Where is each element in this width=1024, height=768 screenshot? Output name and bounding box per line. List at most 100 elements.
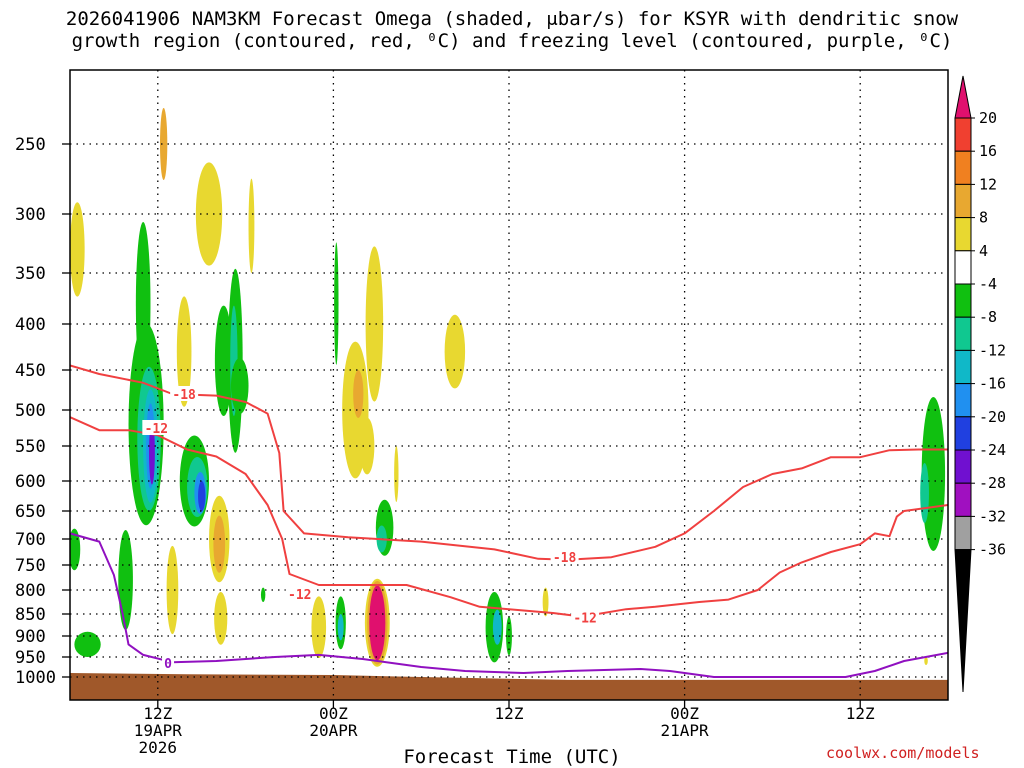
omega-region-16 [198, 481, 206, 511]
omega-region-0 [70, 202, 85, 297]
colorbar: 20 16 12 8 4 -4 -8 -12 -16 -20 -24 -28 -32 -36 [954, 75, 1006, 693]
contour-lines [70, 364, 948, 678]
omega-region-42 [444, 314, 466, 389]
chart-title-line-2: growth region (contoured, red, ⁰C) and f… [71, 30, 953, 52]
omega-region-5 [248, 178, 255, 273]
contour-label-4: -12 [573, 612, 596, 627]
colorbar-label-7: -12 [979, 341, 1006, 359]
contour-label-bg-5 [162, 655, 175, 670]
credit-text: coolwx.com/models [826, 744, 980, 762]
colorbar-label-11: -28 [979, 474, 1006, 492]
omega-region-48 [920, 463, 929, 523]
x-tick-label-12-3: 2026 [139, 738, 178, 757]
y-tick-label-950: 950 [15, 648, 46, 668]
omega-region-2 [159, 108, 168, 180]
x-tick-label-12-2: 19APR [134, 721, 183, 740]
colorbar-bin-12 [954, 482, 972, 517]
omega-region-24 [118, 530, 133, 630]
colorbar-label-3: 8 [979, 209, 988, 227]
contour-label-bg-3 [285, 585, 314, 601]
omega-region-33 [353, 370, 364, 418]
omega-region-22 [166, 545, 179, 635]
colorbar-label-5: -4 [979, 275, 997, 293]
omega-region-46 [542, 587, 549, 617]
contour-label-3: -12 [288, 588, 311, 603]
colorbar-label-13: -36 [979, 541, 1006, 559]
colorbar-label-10: -24 [979, 441, 1006, 459]
colorbar-bin-14 [954, 549, 972, 693]
y-tick-label-400: 400 [15, 315, 46, 335]
omega-region-12 [149, 421, 155, 485]
contour-label-0: -18 [172, 388, 196, 403]
omega-region-49 [924, 657, 928, 665]
contour-minus12 [70, 416, 948, 618]
omega-region-29 [334, 242, 339, 365]
plot-frame [69, 69, 949, 701]
colorbar-label-6: -8 [979, 308, 997, 326]
contour-label-bg-4 [571, 609, 600, 625]
omega-region-36 [337, 614, 344, 641]
omega-region-3 [195, 162, 223, 266]
colorbar-bin-3 [954, 183, 972, 219]
contour-labels: -18 -12 -18 -12 -12 0 [142, 386, 600, 672]
colorbar-bin-6 [954, 283, 972, 318]
colorbar-label-1: 16 [979, 142, 997, 160]
contour-freezing-level [70, 532, 948, 678]
y-axis: 2503003504004505005506006507007508008509… [15, 135, 70, 688]
colorbar-label-8: -16 [979, 375, 1006, 393]
colorbar-label-0: 20 [979, 109, 997, 127]
y-tick-label-850: 850 [15, 605, 46, 625]
colorbar-label-4: 4 [979, 242, 988, 260]
x-tick-label-36-1: 12Z [495, 704, 524, 723]
omega-region-6 [214, 305, 233, 416]
y-tick-label-900: 900 [15, 627, 46, 647]
colorbar-bin-5 [954, 250, 972, 285]
omega-region-19 [230, 358, 249, 414]
y-tick-label-450: 450 [15, 361, 46, 381]
x-tick-label-12-1: 12Z [143, 704, 172, 723]
colorbar-bin-10 [954, 416, 972, 451]
y-tick-label-650: 650 [15, 502, 46, 522]
x-axis-title: Forecast Time (UTC) [403, 746, 621, 768]
omega-region-23 [214, 592, 228, 645]
colorbar-label-2: 12 [979, 175, 997, 193]
colorbar-bin-2 [954, 150, 972, 185]
y-tick-label-500: 500 [15, 401, 46, 421]
colorbar-label-9: -20 [979, 408, 1006, 426]
x-tick-label-48-2: 21APR [661, 721, 710, 740]
y-tick-label-300: 300 [15, 205, 46, 225]
y-tick-label-700: 700 [15, 530, 46, 550]
contour-label-1: -12 [145, 422, 168, 437]
x-tick-label-48-1: 00Z [670, 704, 699, 723]
omega-region-31 [365, 246, 384, 402]
colorbar-bin-1 [954, 117, 972, 152]
colorbar-bin-9 [954, 383, 972, 418]
contour-label-bg-1 [142, 420, 171, 435]
grid-lines [70, 70, 948, 700]
colorbar-bin-7 [954, 316, 972, 351]
contour-label-2: -18 [553, 551, 577, 566]
x-tick-label-60-1: 12Z [846, 704, 875, 723]
chart-title-line-1: 2026041906 NAM3KM Forecast Omega (shaded… [65, 8, 959, 30]
x-tick-label-24-1: 00Z [319, 704, 348, 723]
y-tick-label-550: 550 [15, 437, 46, 457]
terrain-ground [70, 673, 948, 700]
omega-region-21 [213, 515, 226, 573]
x-tick-label-24-2: 20APR [309, 721, 358, 740]
ground-fill [70, 673, 948, 700]
y-tick-label-800: 800 [15, 581, 46, 601]
y-tick-label-600: 600 [15, 472, 46, 492]
y-tick-label-350: 350 [15, 264, 46, 284]
contour-minus18 [70, 364, 948, 561]
colorbar-bin-4 [954, 217, 972, 252]
omega-region-34 [394, 446, 399, 502]
y-tick-label-250: 250 [15, 135, 46, 155]
omega-region-27 [260, 587, 266, 602]
colorbar-label-12: -32 [979, 507, 1006, 525]
omega-region-44 [492, 609, 502, 645]
contour-label-bg-2 [550, 549, 579, 565]
y-tick-label-1000: 1000 [15, 668, 56, 688]
contour-label-bg-0 [170, 386, 199, 401]
omega-region-25 [74, 631, 101, 658]
